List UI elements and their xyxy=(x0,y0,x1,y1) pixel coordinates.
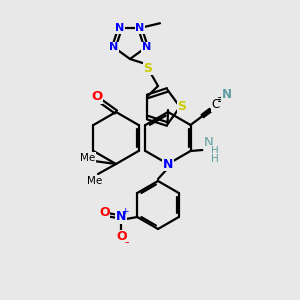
Text: Me: Me xyxy=(87,176,103,186)
Text: N: N xyxy=(135,23,145,33)
Text: C: C xyxy=(212,98,220,112)
Text: N: N xyxy=(163,158,173,170)
Text: Me: Me xyxy=(80,153,96,163)
Text: N: N xyxy=(204,136,213,149)
Text: N: N xyxy=(221,88,232,101)
Text: S: S xyxy=(178,100,187,113)
Text: H: H xyxy=(211,146,218,156)
Text: N: N xyxy=(116,23,124,33)
Text: ≡: ≡ xyxy=(217,95,226,105)
Text: H: H xyxy=(211,154,218,164)
Text: O: O xyxy=(92,91,103,103)
Text: +: + xyxy=(122,206,129,215)
Text: S: S xyxy=(143,61,152,74)
Text: N: N xyxy=(109,42,119,52)
Text: N: N xyxy=(116,211,126,224)
Text: N: N xyxy=(142,42,151,52)
Text: O: O xyxy=(116,230,127,244)
Text: -: - xyxy=(124,236,128,250)
Text: O: O xyxy=(99,206,110,218)
